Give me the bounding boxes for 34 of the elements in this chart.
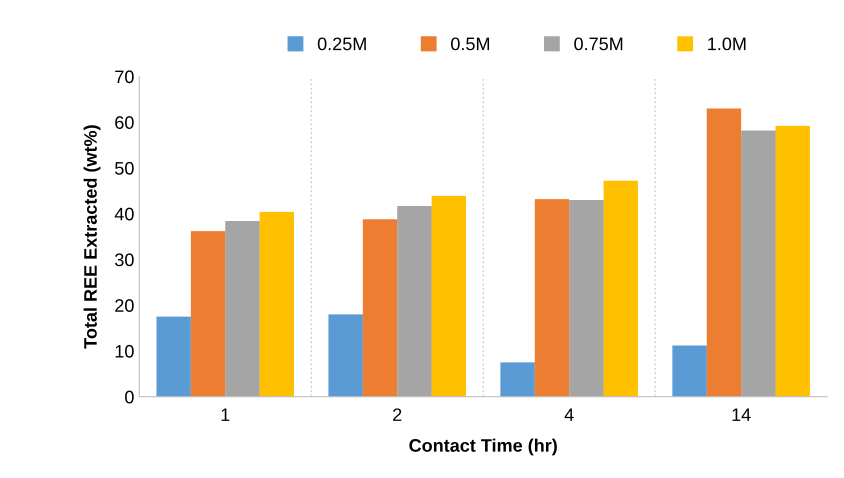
y-tick-label: 0 — [125, 390, 134, 404]
y-tick-label: 10 — [116, 344, 134, 358]
y-tick-label: 70 — [115, 70, 134, 84]
x-tick-label: 14 — [732, 408, 751, 421]
y-tick-label: 20 — [115, 299, 134, 312]
bar — [328, 314, 363, 397]
bar — [432, 196, 466, 397]
x-tick-label: 4 — [564, 408, 574, 421]
bar — [190, 231, 226, 397]
legend-label: 0.5M — [451, 37, 490, 50]
bar — [500, 362, 535, 397]
bar — [260, 212, 294, 397]
bar — [397, 206, 432, 397]
legend-label: 0.25M — [318, 37, 366, 50]
x-tick-label: 1 — [222, 408, 230, 421]
legend-label: 1.0M — [708, 37, 746, 50]
bar — [604, 180, 638, 397]
bar — [362, 219, 398, 397]
x-axis-title: Contact Time (hr) — [409, 438, 557, 456]
legend-label: 0.75M — [574, 37, 622, 50]
bar — [776, 126, 810, 397]
y-tick-label: 40 — [114, 208, 134, 220]
y-axis-title: Total REE Extracted (wt%) — [84, 125, 100, 349]
bar — [156, 316, 191, 397]
x-tick-label: 2 — [393, 408, 402, 421]
bar — [534, 199, 570, 397]
bar — [706, 108, 742, 397]
y-tick-label: 50 — [115, 162, 134, 175]
y-tick-label: 30 — [115, 253, 134, 266]
bar — [225, 221, 260, 397]
bar — [569, 200, 604, 397]
bar — [741, 130, 776, 397]
y-tick-label: 60 — [115, 116, 134, 129]
bar — [672, 346, 707, 397]
